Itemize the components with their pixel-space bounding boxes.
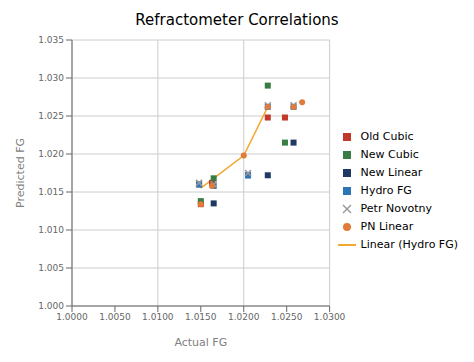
html-text:Petr Novotny: Petr Novotny (360, 202, 432, 215)
svg-text:1.0300: 1.0300 (314, 312, 346, 322)
svg-text:1.025: 1.025 (38, 111, 64, 121)
svg-text:1.030: 1.030 (38, 73, 64, 83)
svg-text:1.005: 1.005 (38, 263, 64, 273)
html-text:Linear (Hydro FG): Linear (Hydro FG) (360, 238, 458, 251)
svg-text:1.035: 1.035 (38, 35, 64, 45)
svg-text:1.0000: 1.0000 (56, 312, 88, 322)
svg-text:1.000: 1.000 (38, 301, 64, 311)
svg-text:1.0150: 1.0150 (185, 312, 217, 322)
svg-text:1.0250: 1.0250 (271, 312, 303, 322)
html-text:New Linear: New Linear (360, 166, 423, 179)
html-text:Hydro FG: Hydro FG (360, 184, 412, 197)
svg-text:1.0200: 1.0200 (228, 312, 260, 322)
svg-text:1.010: 1.010 (38, 225, 64, 235)
html-text:Refractometer Correlations: Refractometer Correlations (135, 11, 339, 29)
html-text:PN Linear: PN Linear (360, 220, 414, 233)
svg-text:Predicted FG: Predicted FG (14, 138, 27, 208)
svg-text:1.015: 1.015 (38, 187, 64, 197)
svg-text:1.0050: 1.0050 (99, 312, 131, 322)
svg-text:1.020: 1.020 (38, 149, 64, 159)
html-text:New Cubic: New Cubic (360, 148, 419, 161)
svg-text:Actual FG: Actual FG (174, 336, 227, 349)
html-text:Old Cubic: Old Cubic (360, 130, 414, 143)
svg-text:1.0100: 1.0100 (142, 312, 174, 322)
